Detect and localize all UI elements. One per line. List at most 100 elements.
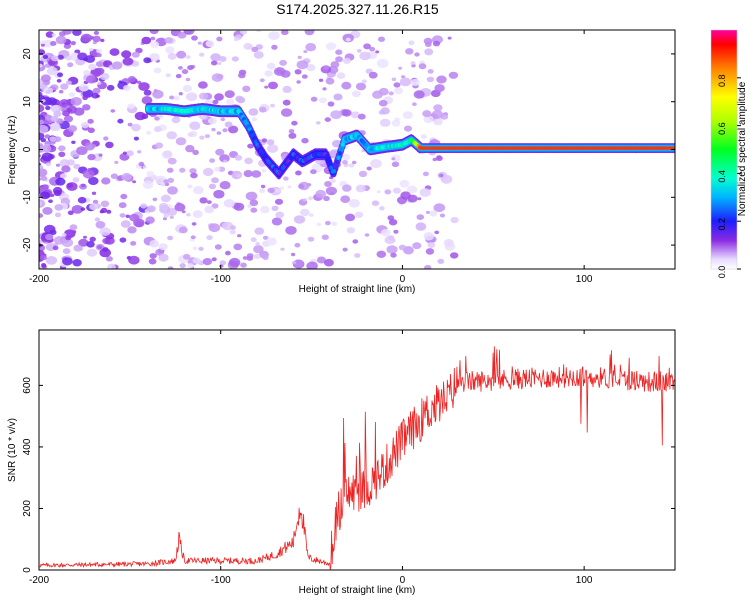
noise-blob [253, 253, 261, 259]
noise-blob [378, 99, 388, 107]
noise-blob [251, 117, 257, 122]
noise-blob [71, 230, 77, 234]
noise-blob [351, 160, 357, 165]
noise-blob [317, 256, 323, 261]
noise-blob [199, 92, 208, 100]
noise-blob [293, 259, 304, 268]
noise-blob [249, 199, 259, 207]
noise-blob [204, 205, 215, 214]
noise-blob [206, 235, 213, 241]
noise-blob [333, 93, 343, 101]
noise-blob [187, 263, 194, 269]
noise-blob [186, 212, 191, 217]
noise-blob [164, 37, 173, 44]
noise-blob [425, 210, 430, 214]
y-tick-label: -20 [22, 237, 33, 252]
noise-blob [305, 43, 317, 52]
noise-blob [167, 235, 174, 241]
noise-blob [84, 55, 96, 63]
noise-blob [322, 87, 327, 91]
noise-blob [78, 83, 90, 92]
noise-blob [274, 198, 284, 205]
noise-blob [93, 30, 99, 35]
noise-blob [279, 59, 287, 66]
noise-blob [345, 37, 351, 42]
noise-blob [92, 87, 101, 94]
noise-blob [340, 195, 351, 203]
noise-blob [100, 38, 105, 43]
noise-blob [323, 195, 330, 202]
noise-blob [86, 241, 95, 248]
noise-blob [388, 219, 398, 226]
noise-blob [65, 235, 72, 241]
snr-panel: -200 -100 0 100 0 200 400 600 Height of straig… [7, 329, 676, 596]
noise-blob [250, 237, 257, 243]
noise-blob [363, 43, 371, 50]
noise-blob [359, 51, 371, 61]
noise-blob [193, 186, 204, 195]
noise-blob [434, 84, 445, 93]
noise-blob [106, 209, 112, 214]
noise-blob [438, 173, 444, 178]
noise-blob [131, 51, 140, 58]
noise-blob [240, 30, 247, 35]
noise-blob [342, 160, 348, 165]
noise-blob [436, 75, 447, 84]
noise-blob [73, 163, 81, 170]
noise-blob [255, 51, 264, 58]
noise-blob [127, 76, 136, 83]
noise-blob [39, 143, 43, 147]
noise-blob [413, 90, 425, 99]
noise-blob [291, 120, 298, 126]
ridge-core [336, 155, 341, 160]
noise-blob [260, 184, 266, 189]
noise-blob [160, 194, 171, 203]
noise-blob [142, 180, 154, 189]
noise-blob [65, 80, 72, 86]
noise-blob [152, 89, 164, 99]
ridge-core [324, 154, 329, 159]
noise-blob [155, 142, 164, 149]
noise-blob [103, 136, 109, 141]
noise-blob [192, 210, 203, 219]
noise-blob [242, 256, 248, 260]
noise-blob [422, 110, 432, 118]
noise-blob [427, 69, 434, 74]
noise-blob [315, 189, 327, 199]
noise-blob [236, 173, 242, 179]
noise-blob [105, 141, 114, 149]
noise-blob [81, 183, 86, 187]
noise-blob [399, 77, 412, 87]
noise-blob [66, 182, 78, 191]
noise-blob [265, 237, 277, 246]
noise-blob [130, 241, 137, 246]
noise-blob [357, 113, 366, 120]
noise-blob [246, 253, 254, 259]
noise-blob [318, 78, 324, 83]
noise-blob [163, 213, 169, 218]
x-tick-label: -100 [211, 575, 231, 586]
noise-blob [145, 216, 155, 224]
noise-blob [118, 80, 123, 84]
noise-blob [288, 132, 297, 139]
noise-blob [73, 244, 83, 252]
noise-blob [59, 99, 70, 108]
noise-blob [175, 73, 182, 79]
noise-blob [40, 175, 48, 181]
noise-blob [187, 132, 194, 137]
noise-blob [380, 229, 391, 237]
noise-blob [228, 125, 239, 134]
noise-blob [57, 72, 63, 78]
noise-blob [143, 89, 152, 96]
noise-blob [330, 110, 342, 119]
y-tick-label: 200 [22, 500, 33, 517]
noise-blob [408, 40, 415, 46]
noise-blob [77, 196, 87, 204]
noise-blob [391, 157, 396, 161]
noise-blob [142, 165, 147, 169]
noise-blob [60, 173, 68, 179]
y-tick-label: 0 [22, 146, 33, 152]
colorbar: 0.0 0.2 0.4 0.6 0.8 Normalized spectral ampl… [710, 29, 748, 278]
noise-blob [165, 46, 175, 54]
